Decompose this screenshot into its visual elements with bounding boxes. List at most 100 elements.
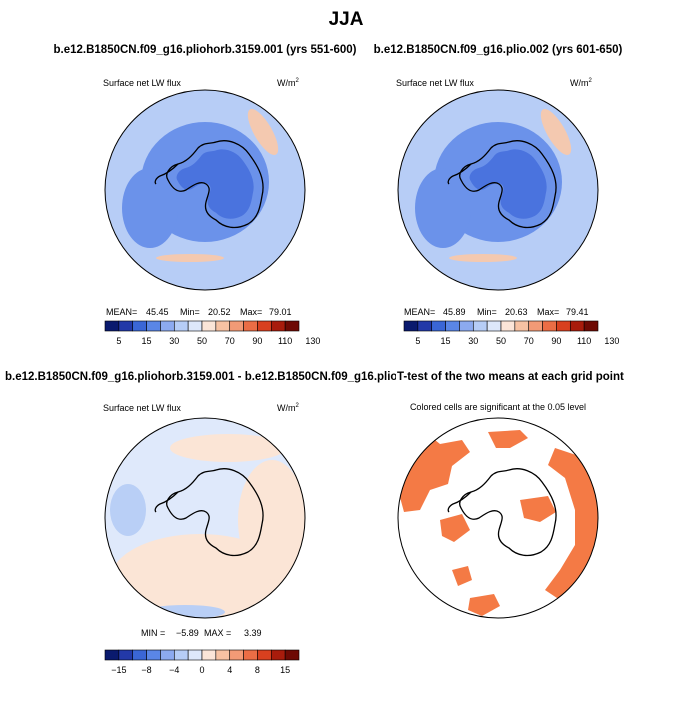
panel-3-colorbar-tick-label: −15 [111,665,126,675]
panel-2-colorbar-box [542,320,557,332]
panel-3-colorbar-box [284,649,300,661]
panel-3-min-value: −5.89 [176,628,199,638]
panel-3-colorbar-tick-label: 8 [255,665,260,675]
panel-2-mean-label: MEAN= [404,307,435,317]
panel-2-map-border [397,89,599,291]
panel-2-colorbar: 5 15 30 50 70 90 110 130 [403,320,619,346]
panel-2-warm-streak [540,109,572,155]
panel-2-colorbar-tick-label: 30 [468,336,478,346]
panel-3-colorbar-box [160,649,175,661]
panel-3-colorbar-box [187,649,203,661]
panel-2-colorbar-box [486,320,502,332]
panel-1-colorbar-box [270,320,286,332]
panel-1-units: W/m2 [277,78,300,88]
panel-2-min-value: 20.63 [505,307,528,317]
panel-3-units: W/m2 [277,403,300,413]
panel-3-colorbar-box [257,649,272,661]
panel-1-colorbar-box [257,320,272,332]
panel-2-colorbar-tick-label: 90 [551,336,561,346]
panel-1: b.e12.B1850CN.f09_g16.pliohorb.3159.001 … [54,44,357,346]
panel-2-colorbar-box [445,320,460,332]
panel-2-max-value: 79.41 [566,307,589,317]
panel-2-colorbar-box [431,320,446,332]
panel-1-colorbar-tick-label: 30 [169,336,179,346]
panel-1-colorbar-box [187,320,203,332]
panel-3-max-value: 3.39 [244,628,262,638]
panel-3-colorbar-box [270,649,286,661]
panel-1-title: b.e12.B1850CN.f09_g16.pliohorb.3159.001 … [54,44,357,56]
panel-1-colorbar-tick-label: 70 [225,336,235,346]
panel-1-variable: Surface net LW flux [103,78,181,88]
panel-3-map [105,418,305,618]
panel-4-subtitle: Colored cells are significant at the 0.0… [410,402,586,412]
panel-2-colorbar-box [417,320,433,332]
panel-1-colorbar-tick-label: 15 [142,336,152,346]
panel-2-colorbar-box [472,320,488,332]
panel-3-min-label: MIN = [141,628,165,638]
panel-1-mean-label: MEAN= [106,307,137,317]
panel-3-colorbar-box [146,649,161,661]
panel-4-sig-region-east [545,448,598,600]
panel-1-max-label: Max= [240,307,262,317]
panel-2-warm-arc [449,254,517,262]
panel-4-map-border [397,417,599,619]
panel-3: b.e12.B1850CN.f09_g16.pliohorb.3159.001 … [5,371,420,675]
panel-3-warm-east [238,460,305,580]
panel-1-ice-west [122,168,178,248]
panel-3-colorbar-tick-label: 15 [280,665,290,675]
panel-3-colorbar-box [243,649,258,661]
panel-1-max-value: 79.01 [269,307,292,317]
panel-2-colorbar-box [556,320,571,332]
panel-3-map-border [104,417,306,619]
panel-4-sig-region-southwest [452,566,472,586]
panel-3-max-label: MAX = [204,628,231,638]
panel-1-min-label: Min= [180,307,200,317]
panel-4-sig-region-ross [520,496,556,522]
panel-3-colorbar-box [173,649,189,661]
panel-1-colorbar-box [215,320,231,332]
panel-3-colorbar-tick-label: 0 [199,665,204,675]
panel-2-mean-value: 45.89 [443,307,466,317]
panel-1-warm-streak [247,109,279,155]
panel-1-mean-value: 45.45 [146,307,169,317]
panel-2-title: b.e12.B1850CN.f09_g16.plio.002 (yrs 601-… [374,44,623,56]
panel-4: T-test of the two means at each grid poi… [396,368,624,619]
panel-3-colorbar: −15 −8 −4 0 4 8 15 [104,649,300,675]
figure-title: JJA [329,9,364,30]
panel-2-colorbar-box [583,320,599,332]
panel-1-colorbar-box [146,320,161,332]
panel-1-colorbar-tick-label: 90 [252,336,262,346]
panel-4-map [398,418,598,618]
panel-3-colorbar-tick-label: −4 [169,665,179,675]
panel-2-colorbar-box [514,320,530,332]
panel-2-units: W/m2 [570,78,593,88]
panel-2-max-label: Max= [537,307,559,317]
panel-1-colorbar-box [173,320,189,332]
panel-1-colorbar-box [160,320,175,332]
panel-3-colorbar-box [118,649,134,661]
panel-3-colorbar-box [201,649,217,661]
panel-3-warm-north [170,434,286,462]
panel-3-cool-west [110,484,146,536]
panel-1-colorbar-tick-label: 110 [278,336,292,346]
panel-3-variable: Surface net LW flux [103,403,181,413]
panel-4-sig-region-south [468,594,500,616]
panel-2-colorbar-tick-label: 50 [496,336,506,346]
panel-2-variable: Surface net LW flux [396,78,474,88]
panel-3-colorbar-tick-label: −8 [141,665,151,675]
panel-2-colorbar-tick-label: 110 [577,336,591,346]
panel-1-map [105,90,305,290]
panel-3-colorbar-box [229,649,244,661]
panel-1-warm-arc [156,254,224,262]
panel-4-title-backdrop [396,368,618,384]
panel-1-colorbar-tick-label: 50 [197,336,207,346]
panel-2-map [398,90,598,290]
panel-3-colorbar-box [104,649,120,661]
panel-1-colorbar-box [201,320,217,332]
panel-2-colorbar-tick-label: 5 [415,336,420,346]
panel-1-colorbar-box [243,320,258,332]
panel-2-colorbar-box [569,320,585,332]
panel-1-colorbar-tick-label: 5 [116,336,121,346]
panel-1-colorbar-box [132,320,147,332]
